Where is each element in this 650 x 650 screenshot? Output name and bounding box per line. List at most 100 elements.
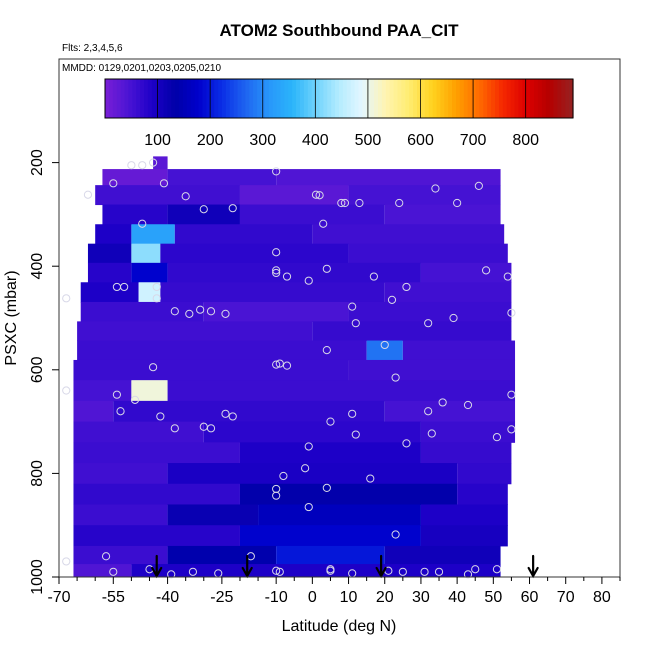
colorbar-swatch (218, 79, 223, 118)
heatmap-cell (80, 301, 204, 322)
colorbar-swatch (120, 79, 126, 118)
colorbar-tick-label: 700 (460, 132, 487, 149)
data-point (156, 412, 165, 421)
x-tick-label: 80 (593, 589, 611, 606)
heatmap-cell (420, 504, 508, 526)
x-axis: -70 -55 -40 -25 -10 0 10 20 30 40 50 60 70 80 (47, 577, 621, 606)
heatmap-cell (402, 340, 516, 361)
data-point (326, 566, 335, 575)
heatmap-cell (131, 262, 168, 283)
colorbar-swatch (237, 79, 243, 118)
data-point (149, 158, 158, 167)
heatmap-cell (457, 463, 512, 485)
colorbar-swatch (436, 79, 441, 118)
data-point (315, 191, 324, 200)
heatmap-cell (239, 525, 421, 547)
heatmap-cell (239, 185, 349, 206)
data-point (402, 282, 411, 292)
heatmap-cell (102, 169, 168, 186)
data-point (395, 198, 404, 208)
data-point (170, 307, 179, 316)
colorbar-swatch (210, 79, 215, 118)
colorbar-swatch (323, 79, 328, 118)
colorbar-swatch (553, 79, 558, 118)
data-point (337, 198, 346, 208)
heatmap-cells (73, 156, 516, 578)
colorbar-swatch (358, 79, 363, 118)
data-point (348, 409, 357, 418)
data-point (387, 295, 397, 304)
data-point (304, 502, 313, 512)
colorbar-swatch (214, 79, 219, 118)
data-point (120, 282, 129, 292)
heatmap-cell (312, 224, 505, 245)
heatmap-cell (167, 380, 516, 402)
heatmap-cell (153, 156, 168, 170)
heatmap-cell (239, 483, 458, 505)
data-point (463, 400, 473, 410)
colorbar-swatch (222, 79, 227, 118)
colorbar-tick-label: 300 (249, 132, 276, 149)
colorbar-swatch (257, 79, 262, 118)
colorbar-swatch (456, 79, 461, 118)
data-point (453, 198, 462, 208)
data-point (351, 430, 360, 439)
data-point (471, 565, 480, 574)
colorbar-swatch (471, 79, 477, 118)
colorbar-swatch (264, 79, 270, 118)
colorbar-swatch (417, 79, 422, 118)
heatmap-cell (348, 185, 501, 206)
colorbar-swatch (280, 79, 285, 118)
colorbar-swatch (502, 79, 508, 118)
colorbar-swatch (432, 79, 438, 118)
data-point (424, 407, 433, 416)
colorbar-swatch (444, 79, 449, 118)
y-axis-label: PSXC (mbar) (3, 270, 20, 365)
colorbar-swatch (557, 79, 562, 118)
y-axis: 200 400 600 800 1000 (29, 149, 59, 595)
colorbar-swatch (467, 79, 473, 118)
heatmap-cell (95, 185, 240, 206)
colorbar-swatch (459, 79, 465, 118)
data-point (322, 483, 331, 493)
data-point (282, 272, 292, 281)
x-tick-label: -25 (210, 589, 233, 606)
colorbar: 100 200 300 400 500 600 700 800 (104, 78, 574, 149)
colorbar-swatch (339, 79, 344, 118)
data-point (112, 390, 122, 399)
data-point (402, 439, 411, 448)
heatmap-cell (138, 282, 161, 303)
heatmap-cell (384, 400, 516, 423)
colorbar-swatch (315, 79, 321, 118)
heatmap-cell (95, 224, 132, 245)
data-point (398, 567, 407, 576)
colorbar-swatch (498, 79, 504, 118)
data-point (83, 190, 93, 199)
heatmap-cell (420, 421, 516, 443)
heatmap-cell (258, 504, 421, 526)
colorbar-swatch (311, 79, 317, 118)
data-point (181, 192, 190, 201)
data-point (311, 190, 321, 199)
colorbar-swatch (296, 79, 301, 118)
colorbar-swatch (561, 79, 566, 118)
x-tick-label: 0 (308, 589, 317, 606)
colorbar-swatch (397, 79, 402, 118)
colorbar-swatch (249, 79, 254, 118)
colorbar-swatch (545, 79, 551, 118)
data-point (275, 359, 284, 368)
data-point (149, 363, 158, 372)
data-point (326, 417, 335, 426)
data-point (221, 409, 230, 418)
x-tick-label: 10 (340, 589, 358, 606)
colorbar-swatch (261, 79, 266, 118)
data-point (62, 557, 71, 566)
data-point (424, 319, 433, 328)
colorbar-swatch (229, 79, 235, 118)
colorbar-tick-label: 800 (512, 132, 539, 149)
data-point (101, 552, 111, 561)
colorbar-tick-label: 600 (407, 132, 434, 149)
data-point (322, 264, 331, 273)
colorbar-swatch (483, 79, 488, 118)
data-point (138, 219, 147, 228)
